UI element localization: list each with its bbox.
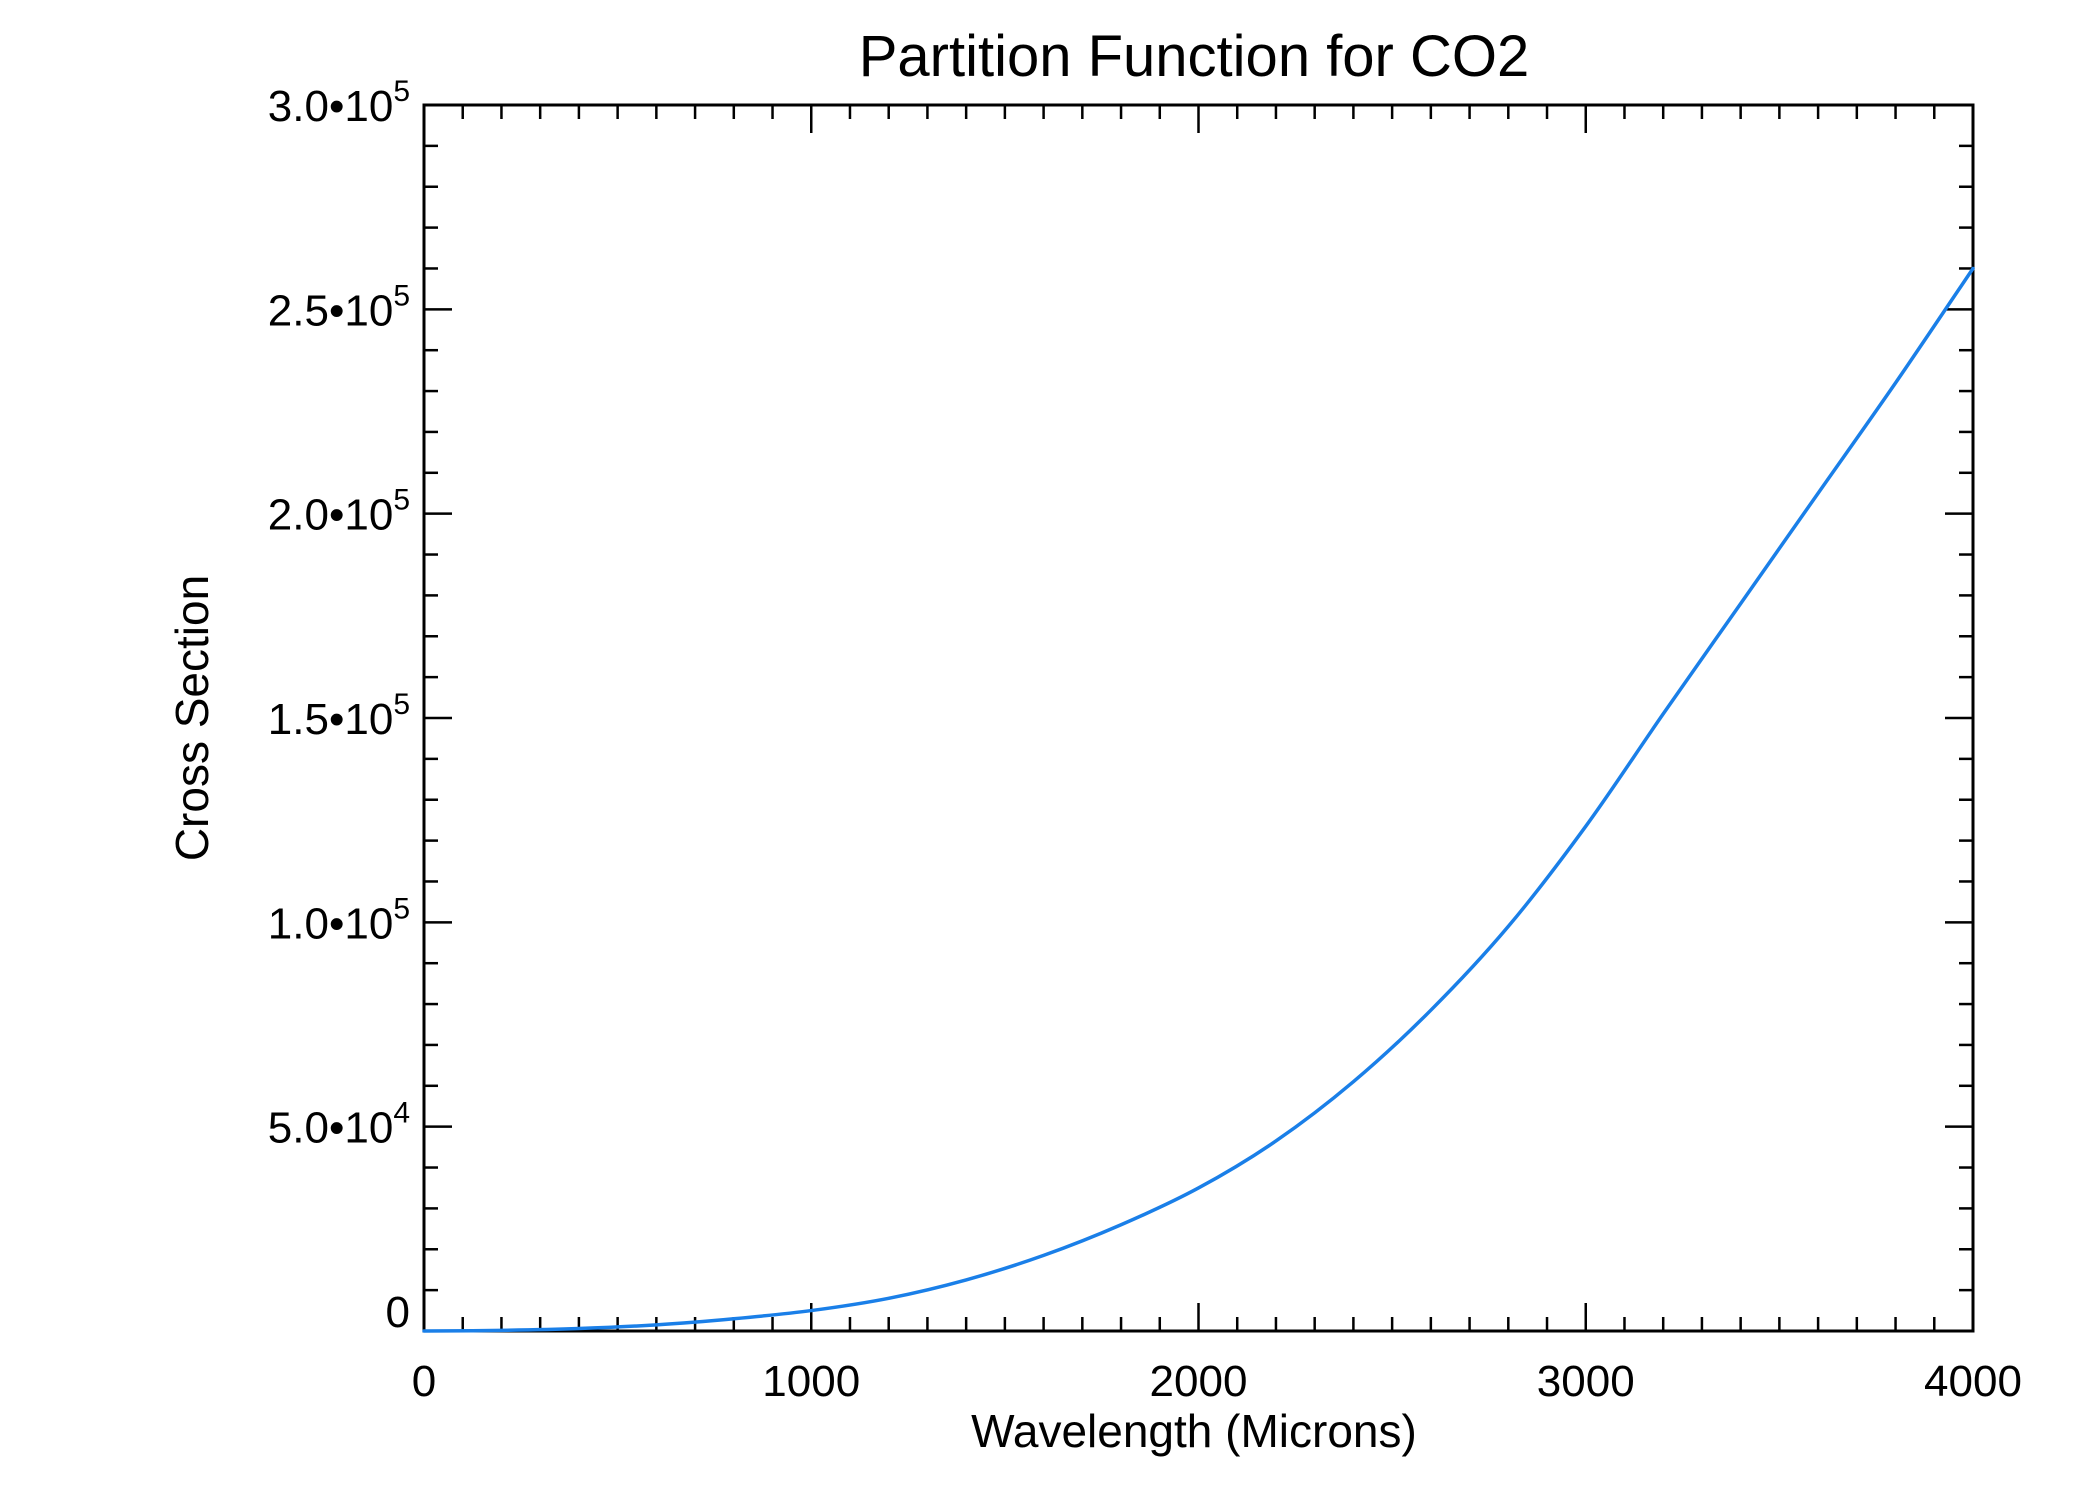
y-tick-exponent: 5 bbox=[393, 892, 410, 925]
y-tick-mantissa: 1.5•10 bbox=[268, 695, 394, 744]
y-tick-exponent: 5 bbox=[393, 484, 410, 517]
y-tick-label: 1.5•105 bbox=[268, 688, 410, 744]
y-tick-label: 1.0•105 bbox=[268, 892, 410, 948]
x-tick-label: 1000 bbox=[762, 1357, 860, 1406]
series-line bbox=[422, 266, 1975, 1333]
x-axis-label: Wavelength (Microns) bbox=[971, 1405, 1417, 1457]
y-tick-mantissa: 2.0•10 bbox=[268, 491, 394, 540]
x-axis-tick-labels: 0 1000 2000 3000 4000 bbox=[412, 1357, 2022, 1406]
y-tick-label: 2.0•105 bbox=[268, 484, 410, 540]
y-tick-exponent: 5 bbox=[393, 75, 410, 108]
y-tick-mantissa: 3.0•10 bbox=[268, 82, 394, 131]
y-tick-exponent: 5 bbox=[393, 279, 410, 312]
y-tick-mantissa: 1.0•10 bbox=[268, 899, 394, 948]
y-tick-label: 0 bbox=[386, 1288, 410, 1337]
y-tick-mantissa: 0 bbox=[386, 1288, 410, 1337]
y-tick-label: 2.5•105 bbox=[268, 279, 410, 335]
x-tick-label: 3000 bbox=[1537, 1357, 1635, 1406]
y-tick-exponent: 5 bbox=[393, 688, 410, 721]
y-tick-exponent: 4 bbox=[393, 1097, 410, 1130]
y-tick-label: 3.0•105 bbox=[268, 75, 410, 131]
axis-ticks bbox=[422, 103, 1975, 1333]
y-tick-mantissa: 2.5•10 bbox=[268, 286, 394, 335]
x-tick-label: 4000 bbox=[1924, 1357, 2022, 1406]
x-tick-label: 2000 bbox=[1150, 1357, 1248, 1406]
x-tick-label: 0 bbox=[412, 1357, 436, 1406]
y-axis-tick-labels: 05.0•1041.0•1051.5•1052.0•1052.5•1053.0•… bbox=[268, 75, 410, 1337]
y-tick-label: 5.0•104 bbox=[268, 1097, 410, 1153]
chart-title: Partition Function for CO2 bbox=[859, 24, 1530, 89]
plot-frame bbox=[422, 103, 1975, 1333]
y-tick-mantissa: 5.0•10 bbox=[268, 1104, 394, 1153]
y-axis-label: Cross Section bbox=[166, 575, 218, 861]
